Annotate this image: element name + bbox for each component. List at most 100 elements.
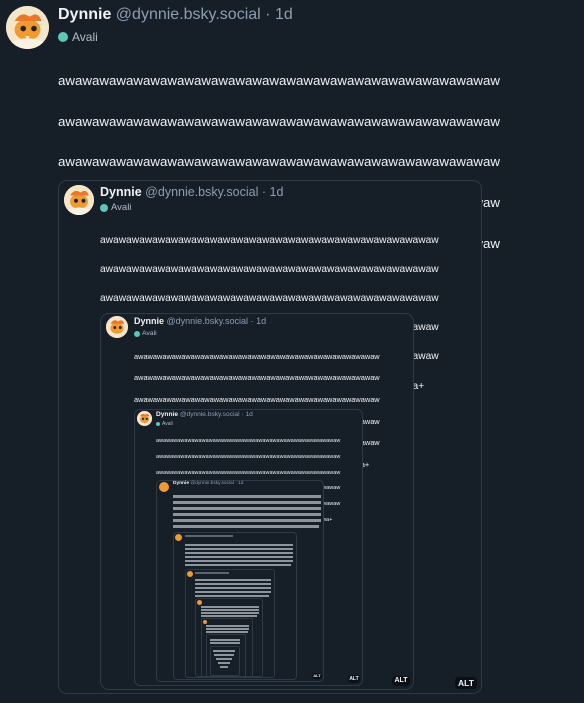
quoted-post-text-line: awawawawawawawawawawawawawawawawawawawaw… xyxy=(100,234,439,246)
nested-text-line: awawawawawawawawawawawawawawawawawawawaw… xyxy=(156,469,341,476)
deep-text-line xyxy=(220,666,228,668)
alt-text-badge[interactable]: ALT xyxy=(455,677,477,689)
nested-alt-badge: ALT xyxy=(348,675,360,683)
screenshot-label: Avali xyxy=(134,329,157,338)
deep-text-line xyxy=(185,564,291,566)
deep-author-handle: @dynnie.bsky.social xyxy=(190,481,234,486)
screenshot-timestamp: 1d xyxy=(256,316,267,326)
deep-text-line xyxy=(173,501,321,504)
deep-header: Dynnie @dynnie.bsky.social · 1d xyxy=(173,481,243,487)
nested-header: Dynnie @dynnie.bsky.social · 1d xyxy=(156,411,253,419)
quoted-author-avatar[interactable] xyxy=(64,185,94,215)
deep-header-line xyxy=(195,572,229,574)
deep-text-line xyxy=(201,606,259,608)
deep-text-line xyxy=(201,615,257,617)
deep-text-line xyxy=(206,631,248,633)
deep-text-line xyxy=(173,519,321,522)
avali-avatar-icon xyxy=(137,411,152,426)
quoted-author-label[interactable]: Avali xyxy=(100,202,131,214)
quoted-author-name[interactable]: Dynnie xyxy=(100,185,142,199)
avali-avatar-icon xyxy=(106,316,128,338)
deep-text-line xyxy=(195,579,271,581)
deep-text-line xyxy=(206,625,249,627)
nested-text-line: awawawawawawawawawawawawawawawawawawawaw… xyxy=(156,437,341,444)
deep-text-line xyxy=(218,662,230,664)
post-timestamp[interactable]: 1d xyxy=(274,6,293,23)
quoted-post-text-line: awawawawawawawawawawawawawawawawawawawaw… xyxy=(100,292,439,304)
deep-text-line xyxy=(195,591,271,593)
nested-author-avatar xyxy=(137,411,152,426)
deep-text-line xyxy=(195,587,271,589)
post-header: Dynnie @dynnie.bsky.social · 1d xyxy=(58,5,293,25)
deep-text-line xyxy=(173,525,319,528)
quoted-post-text-line: awawawawawawawawawawawawawawawawawawawaw… xyxy=(100,263,439,275)
screenshot-author-avatar xyxy=(106,316,128,338)
deep-text-line xyxy=(185,556,293,558)
screenshot-text-line: awawawawawawawawawawawawawawawawawawawaw… xyxy=(134,373,380,383)
post-text-line: awawawawawawawawawawawawawawawawawawawaw… xyxy=(58,154,500,170)
separator: · xyxy=(261,185,267,199)
deep-timestamp: 1d xyxy=(238,481,244,486)
deep-text-line xyxy=(173,513,321,516)
deep-text-line xyxy=(173,495,321,498)
separator: · xyxy=(241,411,244,418)
post-text-line: awawawawawawawawawawawawawawawawawawawaw… xyxy=(58,113,500,129)
deep-text-line xyxy=(201,609,259,611)
avali-label-icon xyxy=(134,330,140,337)
deep-author-name: Dynnie xyxy=(173,481,189,486)
author-name[interactable]: Dynnie xyxy=(58,6,112,23)
quoted-post-timestamp[interactable]: 1d xyxy=(269,185,284,199)
screenshot-alt-badge[interactable]: ALT xyxy=(392,676,410,686)
deep-author-avatar xyxy=(187,571,193,577)
author-handle[interactable]: @dynnie.bsky.social xyxy=(115,6,261,23)
deep-text-line xyxy=(195,595,269,597)
separator: · xyxy=(250,316,254,326)
screenshot-text-line: awawawawawawawawawawawawawawawawawawawaw… xyxy=(134,394,380,404)
nested-author-name: Dynnie xyxy=(156,411,178,418)
deep-text-line xyxy=(185,548,293,550)
deep-author-avatar xyxy=(197,600,202,605)
deep-author-avatar xyxy=(203,620,207,624)
deep-text-line xyxy=(185,560,293,562)
deep-author-avatar xyxy=(159,482,169,492)
deep-alt-badge: ALT xyxy=(312,673,322,679)
nested-author-handle: @dynnie.bsky.social xyxy=(179,411,240,418)
deep-text-line xyxy=(206,628,249,630)
quoted-post-header: Dynnie @dynnie.bsky.social · 1d xyxy=(100,184,283,200)
deep-text-line xyxy=(185,544,293,546)
avali-avatar-icon xyxy=(64,185,94,215)
post-text-line: awawawawawawawawawawawawawawawawawawawaw… xyxy=(58,73,500,89)
deep-text-line xyxy=(210,642,240,644)
quoted-author-label-text: Avali xyxy=(111,202,132,213)
nested-label: Avali xyxy=(156,421,173,427)
deep-text-line xyxy=(201,612,259,614)
author-avatar[interactable] xyxy=(6,6,49,49)
screenshot-text-line: awawawawawawawawawawawawawawawawawawawaw… xyxy=(134,351,380,361)
nested-text-line: awawawawawawawawawawawawawawawawawawawaw… xyxy=(156,453,341,460)
screenshot-header: Dynnie @dynnie.bsky.social · 1d xyxy=(134,316,266,327)
author-label[interactable]: Avali xyxy=(58,29,98,45)
deep-author-avatar xyxy=(175,534,182,541)
nested-timestamp: 1d xyxy=(245,411,253,418)
deep-text-line xyxy=(173,507,321,510)
deep-text-line xyxy=(213,650,235,652)
deep-text-line xyxy=(216,658,232,660)
quoted-author-handle[interactable]: @dynnie.bsky.social xyxy=(145,185,259,199)
deep-text-line xyxy=(195,583,271,585)
avali-label-icon xyxy=(100,204,108,212)
screenshot-author-handle: @dynnie.bsky.social xyxy=(166,316,249,326)
screenshot-author-name: Dynnie xyxy=(134,316,165,326)
author-label-text: Avali xyxy=(72,30,98,44)
screenshot-label-text: Avali xyxy=(142,330,157,337)
deep-header-line xyxy=(185,535,233,537)
avali-label-icon xyxy=(156,422,160,426)
deep-text-line xyxy=(210,639,240,641)
nested-label-text: Avali xyxy=(162,421,173,427)
deep-text-line xyxy=(185,552,293,554)
separator: · xyxy=(235,481,237,486)
separator: · xyxy=(265,6,271,23)
deep-text-line xyxy=(214,654,234,656)
avali-avatar-icon xyxy=(6,6,49,49)
avali-label-icon xyxy=(58,32,68,42)
